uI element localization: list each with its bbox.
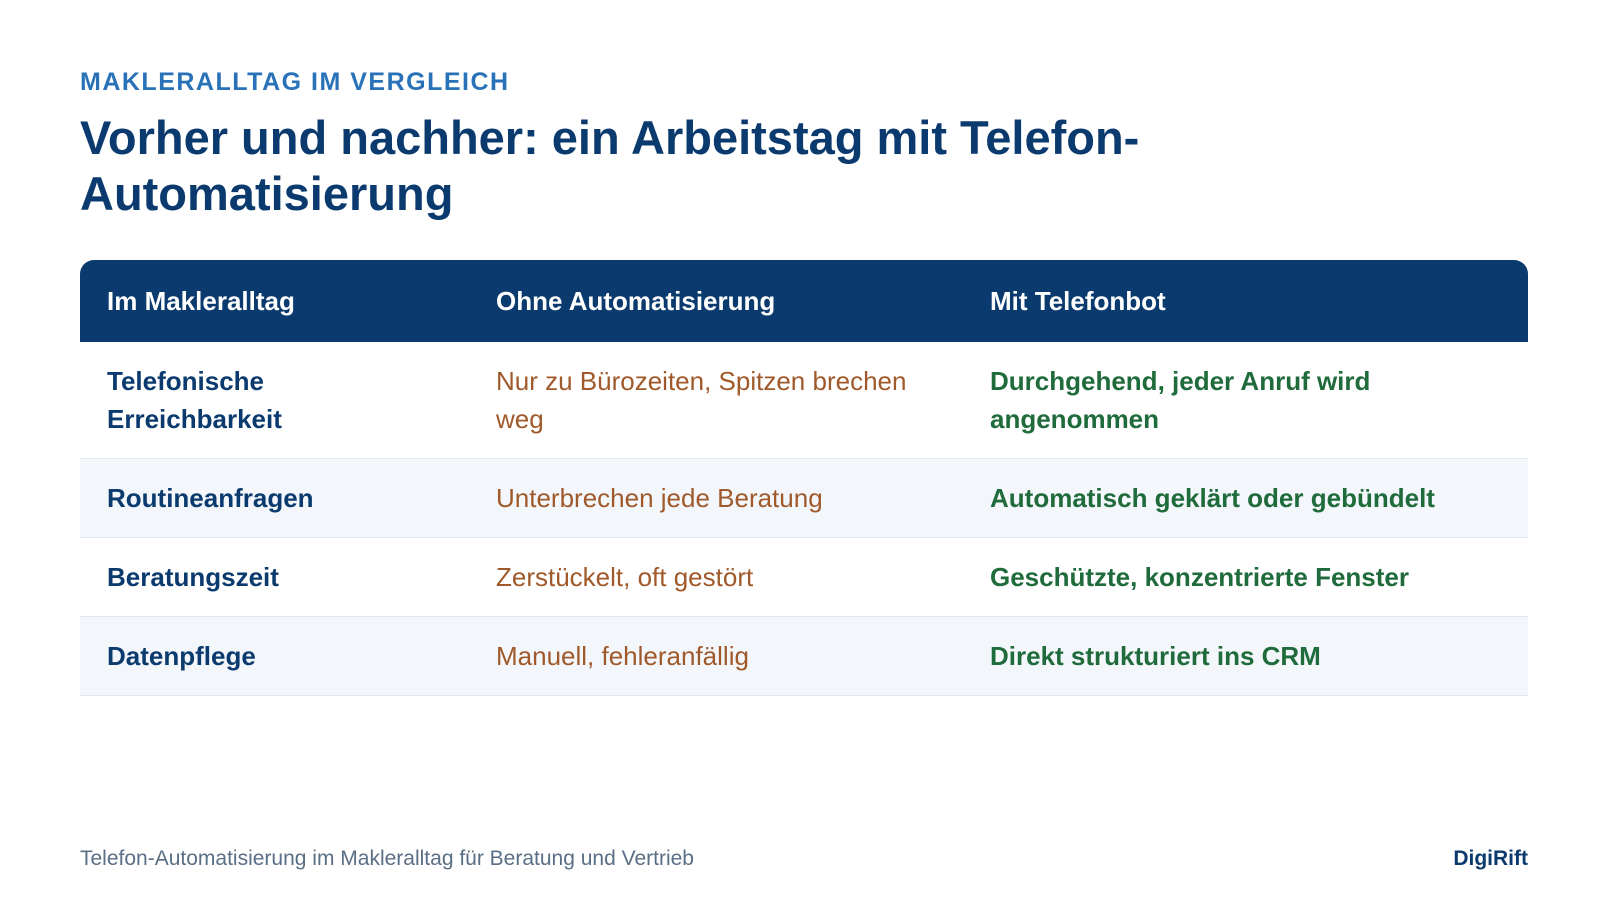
table-cell: Routineanfragen bbox=[80, 458, 469, 538]
footer-caption: Telefon-Automatisierung im Makleralltag … bbox=[80, 847, 694, 870]
table-row: Datenpflege Manuell, fehleranfällig Direkt… bbox=[80, 616, 1528, 696]
table-cell: Zerstückelt, oft gestört bbox=[469, 537, 963, 617]
table-cell: Geschützte, konzentrierte Fenster bbox=[963, 537, 1528, 617]
table-cell: Manuell, fehleranfällig bbox=[469, 616, 963, 696]
column-header: Ohne Automatisierung bbox=[469, 260, 963, 342]
column-header: Mit Telefonbot bbox=[963, 260, 1528, 342]
table-cell: Durchgehend, jeder Anruf wird angenommen bbox=[963, 342, 1528, 459]
brand: DigiRift bbox=[1453, 847, 1528, 870]
title: Vorher und nachher: ein Arbeitstag mit T… bbox=[80, 111, 1140, 220]
comparison-table: Im Makleralltag Ohne Automatisierung Mit T… bbox=[80, 260, 1528, 696]
table-body: Telefonische Erreichbarkeit Nur zu Büroze… bbox=[80, 342, 1528, 696]
table-cell: Datenpflege bbox=[80, 616, 469, 696]
header-row: Im Makleralltag Ohne Automatisierung Mit T… bbox=[80, 260, 1528, 342]
table-cell: Telefonische Erreichbarkeit bbox=[80, 342, 469, 459]
table-cell: Beratungszeit bbox=[80, 537, 469, 617]
table-row: Beratungszeit Zerstückelt, oft gestört Ges… bbox=[80, 537, 1528, 617]
table-cell: Unterbrechen jede Beratung bbox=[469, 458, 963, 538]
kicker: MAKLERALLTAG IM VERGLEICH bbox=[80, 68, 510, 96]
table-row: Routineanfragen Unterbrechen jede Beratun… bbox=[80, 458, 1528, 538]
table-row: Telefonische Erreichbarkeit Nur zu Büroze… bbox=[80, 342, 1528, 459]
table-cell: Automatisch geklärt oder gebündelt bbox=[963, 458, 1528, 538]
table-cell: Nur zu Bürozeiten, Spitzen brechen weg bbox=[469, 342, 963, 459]
table-cell: Direkt strukturiert ins CRM bbox=[963, 616, 1528, 696]
column-header: Im Makleralltag bbox=[80, 260, 469, 342]
